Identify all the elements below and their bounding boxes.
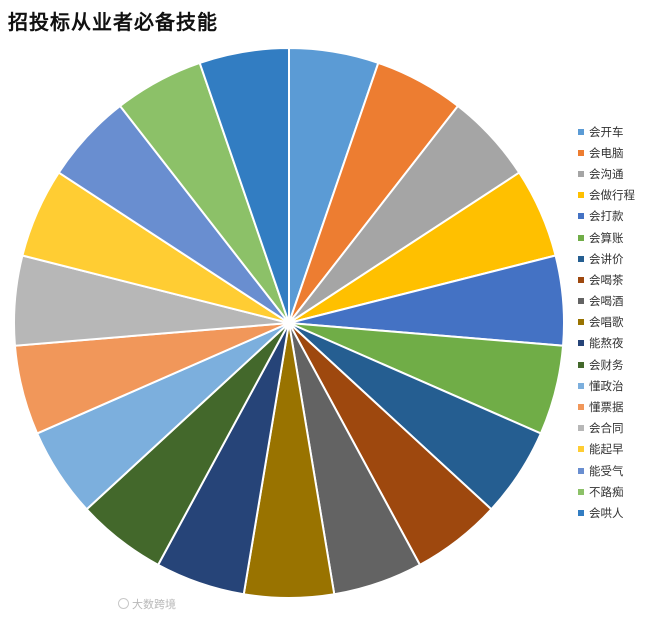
legend-swatch	[578, 149, 584, 156]
legend-item: 会沟通	[578, 163, 635, 184]
legend-swatch	[578, 425, 584, 432]
legend-label: 会哄人	[589, 505, 624, 520]
legend-label: 会财务	[589, 357, 624, 372]
legend-label: 会讲价	[589, 251, 624, 266]
legend-swatch	[578, 361, 584, 368]
legend: 会开车会电脑会沟通会做行程会打款会算账会讲价会喝茶会喝酒会唱歌能熬夜会财务懂政治…	[578, 121, 635, 524]
legend-swatch	[578, 340, 584, 347]
legend-item: 能熬夜	[578, 333, 635, 354]
legend-swatch	[578, 509, 584, 516]
pie-slices	[13, 46, 565, 599]
legend-item: 会财务	[578, 354, 635, 375]
legend-item: 会做行程	[578, 185, 635, 206]
legend-label: 会喝茶	[589, 272, 624, 287]
legend-label: 能受气	[589, 463, 624, 478]
legend-label: 会喝酒	[589, 294, 624, 309]
legend-label: 能熬夜	[589, 336, 624, 351]
legend-item: 懂票据	[578, 396, 635, 417]
legend-label: 懂政治	[589, 378, 624, 393]
legend-item: 懂政治	[578, 375, 635, 396]
legend-item: 不路痴	[578, 481, 635, 502]
legend-swatch	[578, 128, 584, 135]
chart-title: 招投标从业者必备技能	[8, 10, 218, 34]
legend-label: 会做行程	[589, 188, 635, 203]
legend-swatch	[578, 467, 584, 474]
legend-swatch	[578, 255, 584, 262]
legend-item: 能受气	[578, 460, 635, 481]
watermark: 大数跨境	[118, 596, 176, 612]
legend-swatch	[578, 382, 584, 389]
legend-swatch	[578, 276, 584, 283]
legend-item: 会算账	[578, 227, 635, 248]
legend-item: 会讲价	[578, 248, 635, 269]
legend-label: 不路痴	[589, 484, 624, 499]
legend-item: 会合同	[578, 418, 635, 439]
legend-item: 会开车	[578, 121, 635, 142]
legend-item: 会唱歌	[578, 312, 635, 333]
legend-swatch	[578, 234, 584, 241]
pie-slice-19	[198, 46, 290, 324]
legend-label: 会合同	[589, 421, 624, 436]
legend-swatch	[578, 213, 584, 220]
legend-label: 会开车	[589, 124, 624, 139]
legend-item: 会哄人	[578, 502, 635, 523]
legend-item: 能起早	[578, 439, 635, 460]
legend-item: 会喝酒	[578, 291, 635, 312]
legend-item: 会电脑	[578, 142, 635, 163]
legend-swatch	[578, 298, 584, 305]
legend-label: 会唱歌	[589, 315, 624, 330]
legend-label: 会沟通	[589, 166, 624, 181]
watermark-text: 大数跨境	[132, 598, 176, 611]
legend-label: 会算账	[589, 230, 624, 245]
legend-item: 会打款	[578, 206, 635, 227]
legend-item: 会喝茶	[578, 269, 635, 290]
legend-swatch	[578, 404, 584, 411]
legend-swatch	[578, 319, 584, 326]
watermark-icon	[118, 598, 129, 609]
legend-swatch	[578, 488, 584, 495]
legend-swatch	[578, 446, 584, 453]
legend-label: 能起早	[589, 442, 624, 457]
legend-swatch	[578, 192, 584, 199]
legend-label: 会电脑	[589, 145, 624, 160]
legend-swatch	[578, 170, 584, 177]
legend-label: 懂票据	[589, 400, 624, 415]
legend-label: 会打款	[589, 209, 624, 224]
